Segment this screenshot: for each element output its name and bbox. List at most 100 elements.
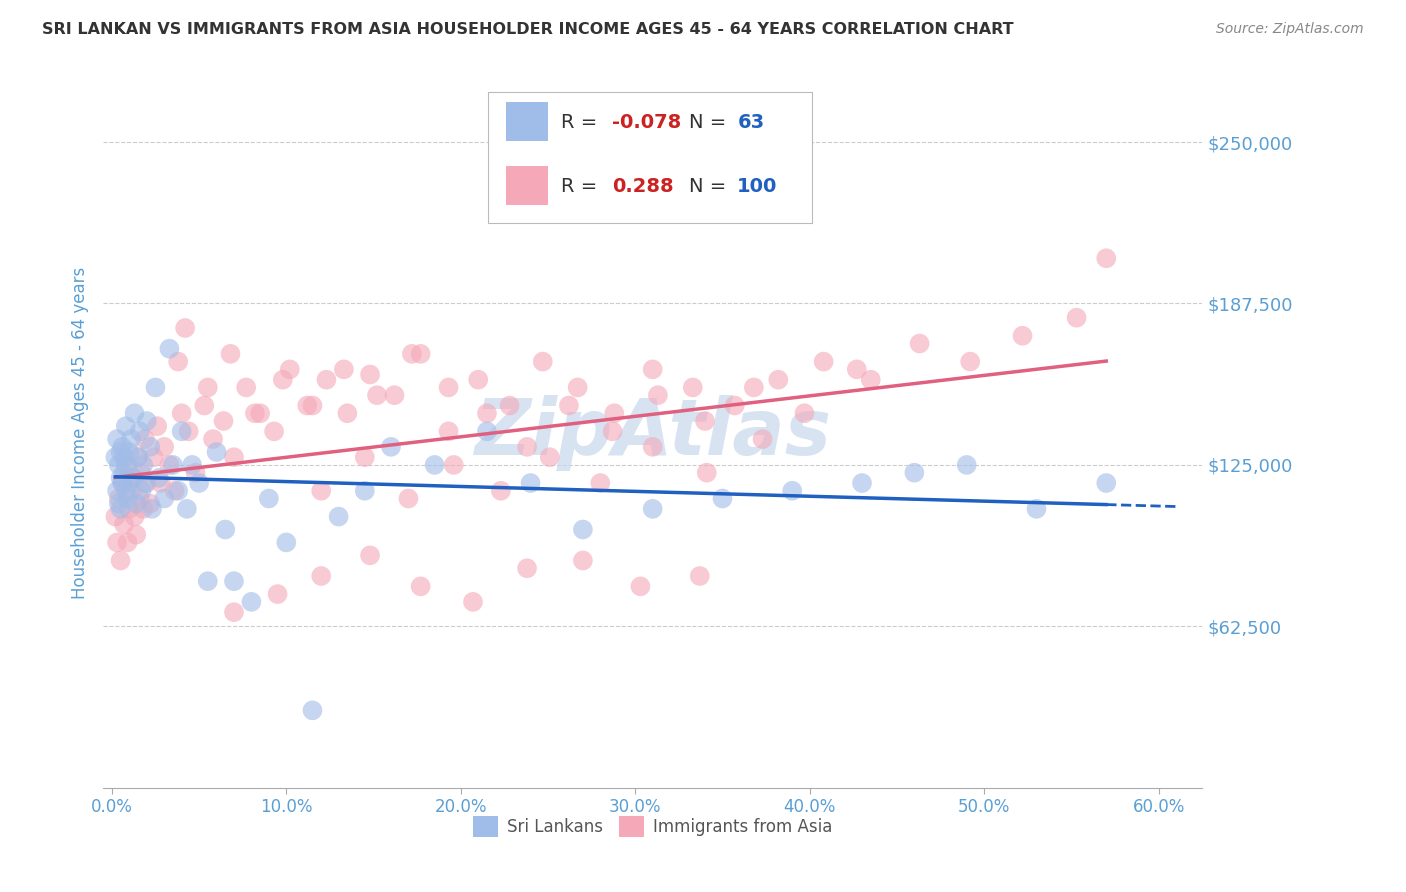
Point [602, 425, 624, 439]
Point [276, 535, 298, 549]
Point [813, 354, 835, 368]
Legend: Sri Lankans, Immigrants from Asia: Sri Lankans, Immigrants from Asia [467, 810, 839, 844]
Text: -0.078: -0.078 [612, 112, 682, 132]
Point [193, 399, 215, 413]
Point [222, 574, 245, 589]
Point [135, 475, 157, 490]
Point [366, 388, 388, 402]
Point [120, 483, 142, 498]
Point [105, 483, 128, 498]
Point [184, 466, 207, 480]
Point [443, 458, 465, 472]
Point [489, 483, 512, 498]
Point [353, 450, 375, 465]
Point [108, 458, 131, 472]
Point [128, 491, 150, 506]
Point [128, 425, 150, 439]
Point [641, 440, 664, 454]
Point [956, 458, 979, 472]
Point [110, 553, 132, 567]
Point [121, 471, 143, 485]
Point [647, 388, 669, 402]
Point [134, 475, 156, 490]
Point [1025, 501, 1047, 516]
Point [170, 425, 193, 439]
Point [309, 483, 332, 498]
Point [519, 475, 541, 490]
Bar [506, 166, 548, 205]
Point [309, 569, 332, 583]
Point [112, 466, 135, 480]
Point [135, 414, 157, 428]
Point [558, 399, 581, 413]
Point [110, 445, 132, 459]
Point [461, 595, 484, 609]
Point [1095, 475, 1118, 490]
Point [903, 466, 925, 480]
Point [181, 458, 204, 472]
Point [142, 450, 165, 465]
Point [104, 450, 127, 465]
Point [538, 450, 561, 465]
Point [315, 373, 337, 387]
Point [108, 491, 131, 506]
Text: 0.288: 0.288 [612, 177, 673, 195]
Point [117, 491, 139, 506]
Point [423, 458, 446, 472]
Point [111, 440, 134, 454]
Text: 100: 100 [737, 177, 778, 195]
Point [437, 380, 460, 394]
Point [603, 406, 626, 420]
Point [908, 336, 931, 351]
Point [243, 406, 266, 420]
Point [148, 471, 170, 485]
Point [353, 483, 375, 498]
Point [145, 380, 167, 394]
Point [124, 509, 146, 524]
Point [572, 523, 595, 537]
Point [516, 440, 538, 454]
Point [724, 399, 747, 413]
Point [212, 414, 235, 428]
Point [301, 399, 323, 413]
Point [409, 579, 432, 593]
Point [139, 440, 162, 454]
Point [396, 491, 419, 506]
Point [125, 497, 148, 511]
Point [170, 406, 193, 420]
Point [131, 466, 153, 480]
Point [127, 450, 149, 465]
Point [127, 450, 149, 465]
Point [240, 595, 263, 609]
Point [359, 368, 381, 382]
Point [219, 347, 242, 361]
Point [121, 471, 143, 485]
Point [851, 475, 873, 490]
Point [177, 425, 200, 439]
Point [131, 483, 153, 498]
Point [498, 399, 520, 413]
Point [516, 561, 538, 575]
Point [780, 483, 803, 498]
Text: N =: N = [689, 112, 733, 132]
Point [114, 419, 136, 434]
Point [567, 380, 589, 394]
Point [689, 569, 711, 583]
Point [110, 501, 132, 516]
Point [117, 458, 139, 472]
Point [214, 523, 236, 537]
Point [437, 425, 460, 439]
Point [768, 373, 790, 387]
Point [222, 450, 245, 465]
Point [263, 425, 285, 439]
Point [108, 497, 131, 511]
Point [467, 373, 489, 387]
Point [176, 501, 198, 516]
Point [249, 406, 271, 420]
Point [120, 432, 142, 446]
Point [105, 432, 128, 446]
FancyBboxPatch shape [488, 92, 813, 223]
Point [105, 535, 128, 549]
Point [132, 501, 155, 516]
Point [159, 458, 181, 472]
